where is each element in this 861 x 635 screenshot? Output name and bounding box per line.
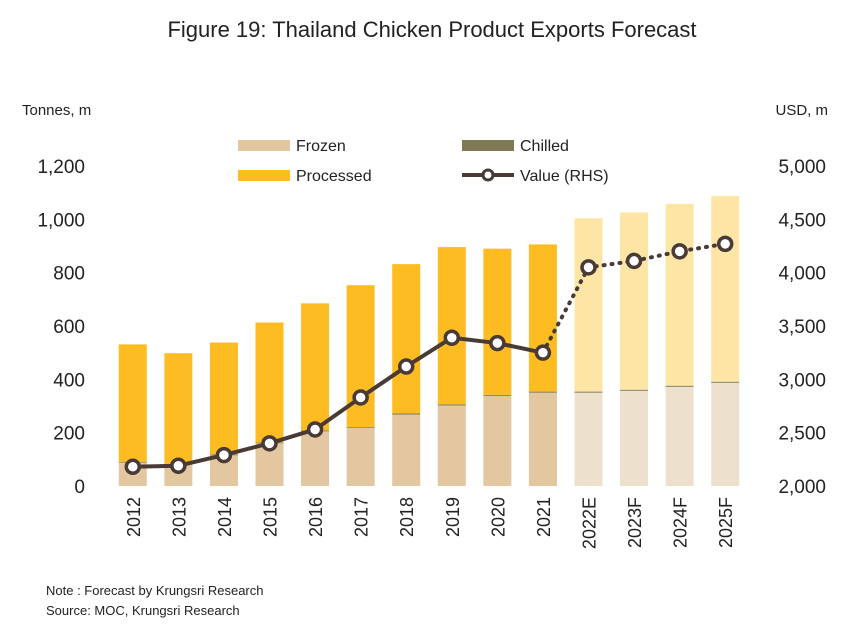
value-point — [124, 458, 142, 476]
bar-chilled — [392, 413, 421, 415]
y-tick-label-right: 5,000 — [778, 157, 826, 178]
bar-processed — [301, 303, 330, 431]
value-point — [261, 435, 278, 452]
legend: Frozen Chilled Processed Value (RHS) — [238, 138, 609, 185]
legend-label: Value (RHS) — [520, 168, 609, 185]
bar-processed — [255, 322, 284, 443]
bar-processed — [164, 353, 193, 464]
bar-processed — [528, 244, 557, 392]
y-tick-label-right: 3,000 — [778, 370, 826, 391]
value-point — [306, 421, 324, 438]
y-tick-label-right: 3,500 — [778, 317, 826, 338]
bar-frozen — [665, 386, 694, 486]
x-tick-label: 2014 — [215, 497, 235, 537]
bar-chilled — [483, 394, 512, 396]
x-tick-label: 2025F — [716, 497, 736, 548]
x-tick-label: 2015 — [261, 497, 281, 537]
bar-processed — [574, 218, 603, 392]
x-tick-label: 2022E — [580, 497, 600, 549]
y-tick-label-left: 800 — [53, 264, 85, 285]
value-point — [716, 235, 734, 253]
bar-frozen — [392, 414, 421, 486]
chart-source: Source: MOC, Krungsri Research — [46, 603, 240, 618]
value-point — [489, 334, 506, 352]
bar-frozen — [574, 392, 603, 486]
value-point — [671, 243, 688, 260]
bar-chilled — [665, 385, 694, 387]
x-tick-label: 2012 — [124, 497, 144, 537]
bar-chilled — [437, 404, 466, 406]
value-line-series — [124, 235, 734, 476]
bar-frozen — [620, 390, 649, 486]
y-tick-label-left: 400 — [53, 370, 85, 391]
y-tick-label-right: 2,000 — [778, 477, 826, 498]
bar-processed — [437, 247, 466, 405]
value-point — [170, 457, 187, 474]
y-tick-label-left: 600 — [53, 317, 85, 338]
bar-frozen — [483, 395, 512, 486]
bar-processed — [483, 248, 512, 395]
bar-processed — [620, 212, 649, 390]
value-line-actual — [132, 335, 544, 469]
x-tick-label: 2019 — [443, 497, 463, 537]
legend-swatch-frozen — [238, 140, 290, 151]
value-point — [534, 344, 552, 361]
value-point — [352, 389, 369, 406]
bar-group — [118, 196, 740, 486]
value-point — [443, 329, 461, 346]
bar-frozen — [346, 427, 375, 486]
x-axis: 2012 2013 2014 2015 2016 2017 2018 2019 2020 2021… — [124, 497, 736, 549]
x-tick-label: 2017 — [352, 497, 372, 537]
x-tick-label: 2020 — [488, 497, 508, 537]
y-tick-label-right: 4,500 — [778, 210, 826, 231]
bar-frozen — [528, 392, 557, 486]
bar-processed — [392, 264, 421, 414]
bar-processed — [711, 196, 740, 382]
x-tick-label: 2016 — [306, 497, 326, 537]
y-axis-right: 2,000 2,500 3,000 3,500 4,000 4,500 5,000 — [778, 157, 826, 498]
y-axis-label-left: Tonnes, m — [22, 102, 91, 119]
x-tick-label: 2018 — [397, 497, 417, 537]
y-tick-label-left: 200 — [53, 424, 85, 445]
x-tick-label: 2023F — [625, 497, 645, 548]
bar-chilled — [574, 391, 603, 393]
y-axis-label-right: USD, m — [776, 102, 829, 119]
bar-frozen — [437, 405, 466, 486]
y-tick-label-left: 1,200 — [37, 157, 85, 178]
chart-title: Figure 19: Thailand Chicken Product Expo… — [167, 17, 696, 42]
chart-note: Note : Forecast by Krungsri Research — [46, 583, 264, 598]
value-point — [215, 446, 233, 464]
legend-swatch-chilled — [462, 140, 514, 151]
value-point — [580, 259, 597, 276]
bar-chilled — [346, 427, 375, 428]
legend-label: Chilled — [520, 138, 569, 155]
bar-frozen — [301, 431, 330, 486]
value-point — [625, 252, 643, 270]
legend-label: Frozen — [296, 138, 346, 155]
y-tick-label-left: 1,000 — [37, 210, 85, 231]
y-tick-label-right: 2,500 — [778, 424, 826, 445]
bar-processed — [118, 344, 147, 462]
value-point — [397, 358, 415, 375]
bar-frozen — [711, 382, 740, 486]
x-tick-label: 2024F — [671, 497, 691, 548]
bar-chilled — [711, 381, 740, 383]
x-tick-label: 2013 — [169, 497, 189, 537]
legend-marker — [481, 168, 495, 182]
bar-processed — [209, 342, 238, 455]
y-tick-label-left: 0 — [74, 477, 85, 498]
legend-label: Processed — [296, 168, 372, 185]
y-axis-left: 0 200 400 600 800 1,000 1,200 — [37, 157, 85, 498]
legend-swatch-processed — [238, 170, 290, 181]
bar-chilled — [528, 391, 557, 393]
bar-processed — [665, 203, 694, 386]
y-tick-label-right: 4,000 — [778, 264, 826, 285]
bar-chilled — [620, 389, 649, 391]
x-tick-label: 2021 — [534, 497, 554, 537]
